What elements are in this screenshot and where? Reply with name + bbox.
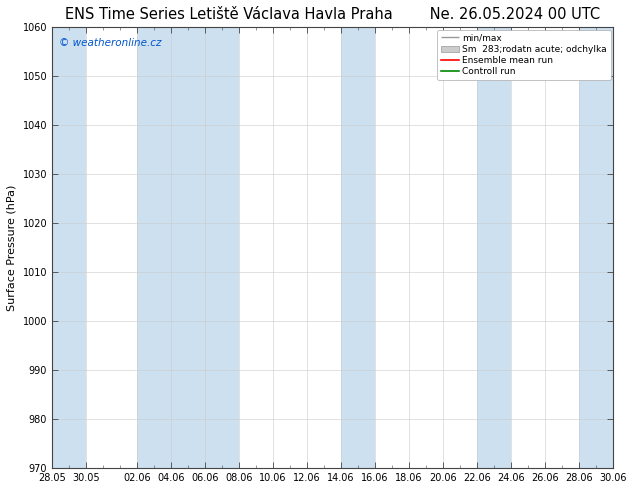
Title: ENS Time Series Letiště Václava Havla Praha        Ne. 26.05.2024 00 UTC: ENS Time Series Letiště Václava Havla Pr… <box>65 7 600 22</box>
Bar <box>477 27 511 468</box>
Text: © weatheronline.cz: © weatheronline.cz <box>60 38 162 49</box>
Legend: min/max, Sm  283;rodatn acute; odchylka, Ensemble mean run, Controll run: min/max, Sm 283;rodatn acute; odchylka, … <box>437 30 611 80</box>
Y-axis label: Surface Pressure (hPa): Surface Pressure (hPa) <box>7 185 17 311</box>
Bar <box>579 27 613 468</box>
Bar <box>52 27 86 468</box>
Bar <box>137 27 239 468</box>
Bar <box>341 27 375 468</box>
